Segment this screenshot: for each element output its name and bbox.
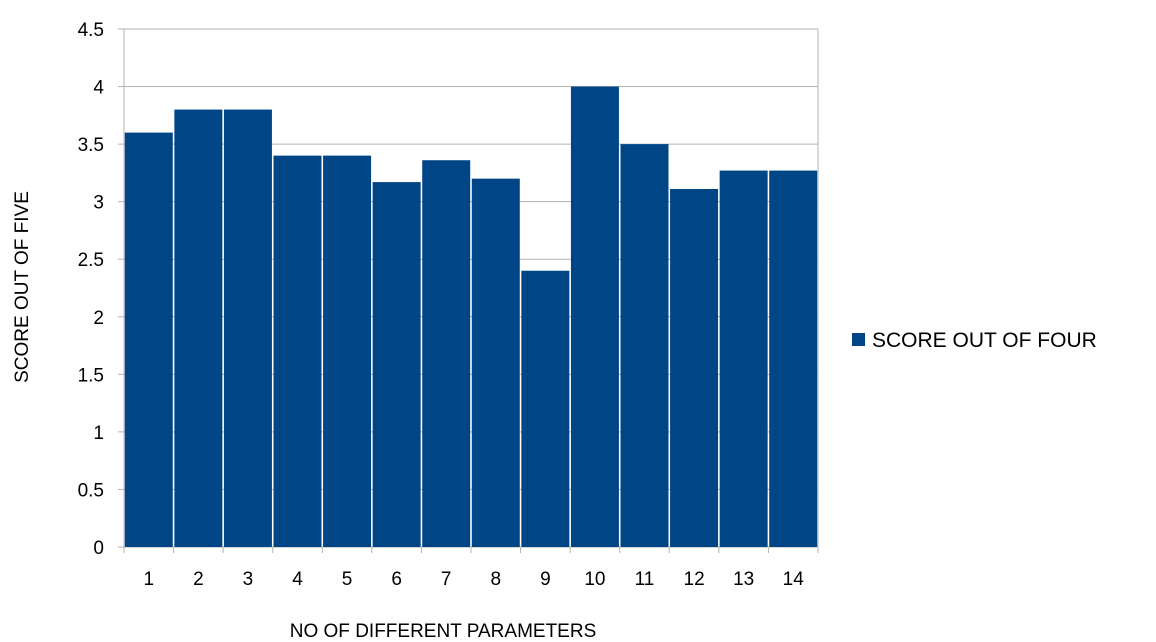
bar: [719, 170, 768, 547]
y-tick-label: 3.5: [78, 135, 104, 156]
y-tick-label: 2.5: [78, 250, 104, 271]
x-tick-label: 9: [540, 569, 551, 590]
bar: [471, 178, 520, 547]
y-tick-label: 3: [93, 193, 104, 214]
bar: [323, 155, 372, 547]
y-tick-label: 4.5: [78, 20, 104, 41]
x-tick-label: 3: [243, 569, 254, 590]
x-tick-label: 12: [684, 569, 705, 590]
x-tick-label: 11: [635, 569, 655, 590]
bar: [620, 144, 669, 547]
legend-swatch: [852, 333, 865, 346]
y-tick-label: 1: [93, 423, 104, 444]
x-tick-label: 10: [584, 569, 605, 590]
x-tick-label: 7: [441, 569, 452, 590]
x-tick-label: 6: [391, 569, 402, 590]
bar: [670, 189, 719, 547]
y-tick-labels: 0 0.5 1 1.5 2 2.5 3 3.5 4 4.5: [78, 20, 105, 559]
bar: [174, 109, 223, 548]
legend: SCORE OUT OF FOUR: [852, 329, 1097, 352]
x-axis-title: NO OF DIFFERENT PARAMETERS: [290, 621, 597, 637]
x-tick-labels: 1 2 3 4 5 6 7 8 9 10 11 12 13 14: [143, 569, 804, 590]
y-tick-label: 4: [93, 78, 104, 99]
bar: [521, 270, 570, 547]
legend-label: SCORE OUT OF FOUR: [872, 329, 1097, 352]
y-tick-label: 0: [93, 538, 104, 559]
x-tick-label: 2: [193, 569, 204, 590]
axes: [118, 28, 819, 553]
bar: [372, 182, 421, 547]
x-tick-label: 4: [292, 569, 303, 590]
bar: [223, 109, 272, 548]
y-tick-label: 1.5: [78, 365, 104, 386]
bar: [422, 160, 471, 547]
bar: [570, 86, 619, 548]
bar: [273, 155, 322, 547]
x-tick-label: 8: [490, 569, 501, 590]
bar: [769, 170, 818, 547]
bar: [124, 132, 173, 547]
y-tick-label: 2: [93, 308, 104, 329]
bars: [124, 86, 818, 548]
y-tick-label: 0.5: [78, 480, 104, 501]
x-tick-label: 14: [783, 569, 805, 590]
x-tick-label: 5: [342, 569, 353, 590]
y-axis-title: SCORE OUT OF FIVE: [12, 191, 33, 383]
x-tick-label: 13: [733, 569, 754, 590]
x-tick-label: 1: [143, 569, 154, 590]
